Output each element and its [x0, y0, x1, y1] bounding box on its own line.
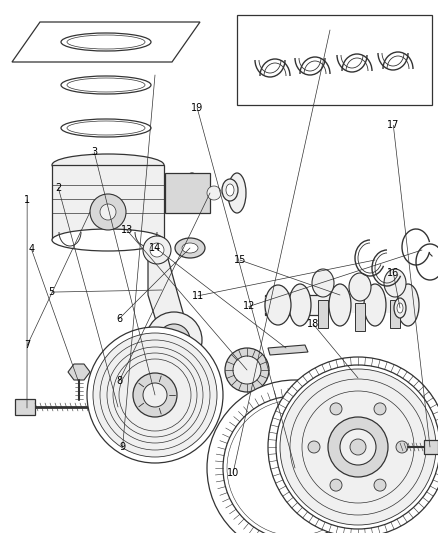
Ellipse shape: [265, 285, 291, 325]
Circle shape: [328, 417, 388, 477]
Circle shape: [233, 356, 261, 384]
Polygon shape: [148, 248, 188, 340]
Polygon shape: [268, 345, 308, 355]
Text: 14: 14: [149, 243, 162, 253]
Circle shape: [207, 380, 383, 533]
Ellipse shape: [222, 179, 238, 201]
Ellipse shape: [312, 269, 334, 297]
Ellipse shape: [183, 173, 201, 213]
Text: 3: 3: [91, 147, 97, 157]
Text: 8: 8: [116, 376, 122, 386]
Text: 12: 12: [243, 302, 255, 311]
Text: 4: 4: [28, 245, 35, 254]
Circle shape: [90, 194, 126, 230]
Polygon shape: [68, 364, 90, 380]
Circle shape: [143, 383, 167, 407]
Ellipse shape: [384, 269, 406, 297]
Circle shape: [374, 479, 386, 491]
Circle shape: [114, 403, 122, 411]
Circle shape: [166, 332, 182, 348]
Circle shape: [223, 396, 367, 533]
FancyBboxPatch shape: [318, 300, 328, 328]
Text: 18: 18: [307, 319, 319, 329]
FancyBboxPatch shape: [165, 173, 210, 213]
Circle shape: [158, 324, 190, 356]
Circle shape: [396, 441, 408, 453]
Circle shape: [268, 357, 438, 533]
Text: 15: 15: [234, 255, 246, 265]
Text: 11: 11: [192, 291, 204, 301]
Ellipse shape: [364, 284, 386, 326]
Circle shape: [276, 365, 438, 529]
Circle shape: [280, 369, 436, 525]
Text: 7: 7: [24, 341, 30, 350]
Text: 13: 13: [121, 225, 133, 235]
Ellipse shape: [349, 273, 371, 301]
Text: 10: 10: [227, 469, 239, 478]
Circle shape: [93, 333, 217, 457]
Text: 6: 6: [116, 314, 122, 324]
Circle shape: [227, 400, 363, 533]
Circle shape: [350, 439, 366, 455]
Polygon shape: [12, 22, 200, 62]
Circle shape: [207, 186, 221, 200]
Text: 5: 5: [49, 287, 55, 297]
FancyBboxPatch shape: [390, 300, 400, 328]
Text: 16: 16: [387, 268, 399, 278]
Circle shape: [374, 403, 386, 415]
Ellipse shape: [228, 173, 246, 213]
Ellipse shape: [182, 243, 198, 253]
Circle shape: [330, 403, 342, 415]
FancyBboxPatch shape: [237, 15, 432, 105]
Ellipse shape: [67, 78, 145, 92]
Ellipse shape: [67, 121, 145, 135]
Ellipse shape: [394, 298, 406, 318]
Ellipse shape: [67, 35, 145, 49]
FancyBboxPatch shape: [15, 399, 35, 415]
Circle shape: [150, 243, 164, 257]
Text: 19: 19: [191, 103, 203, 112]
Circle shape: [146, 312, 202, 368]
Ellipse shape: [52, 229, 164, 251]
Ellipse shape: [175, 238, 205, 258]
Circle shape: [87, 327, 223, 463]
Ellipse shape: [61, 76, 151, 94]
Text: 1: 1: [24, 195, 30, 205]
Text: 9: 9: [120, 442, 126, 451]
Ellipse shape: [226, 184, 234, 196]
Ellipse shape: [397, 303, 403, 313]
Text: 17: 17: [387, 120, 399, 130]
Circle shape: [109, 398, 127, 416]
Ellipse shape: [61, 33, 151, 51]
FancyBboxPatch shape: [52, 165, 164, 240]
Circle shape: [133, 373, 177, 417]
Ellipse shape: [329, 284, 351, 326]
Circle shape: [330, 479, 342, 491]
FancyBboxPatch shape: [265, 297, 420, 313]
Circle shape: [308, 441, 320, 453]
Ellipse shape: [61, 119, 151, 137]
Ellipse shape: [52, 154, 164, 176]
FancyBboxPatch shape: [355, 303, 365, 331]
FancyBboxPatch shape: [265, 295, 320, 315]
Text: 2: 2: [55, 183, 61, 192]
Circle shape: [225, 348, 269, 392]
Ellipse shape: [289, 284, 311, 326]
FancyBboxPatch shape: [424, 440, 438, 454]
Circle shape: [143, 236, 171, 264]
Circle shape: [340, 429, 376, 465]
Ellipse shape: [397, 284, 419, 326]
Circle shape: [100, 204, 116, 220]
